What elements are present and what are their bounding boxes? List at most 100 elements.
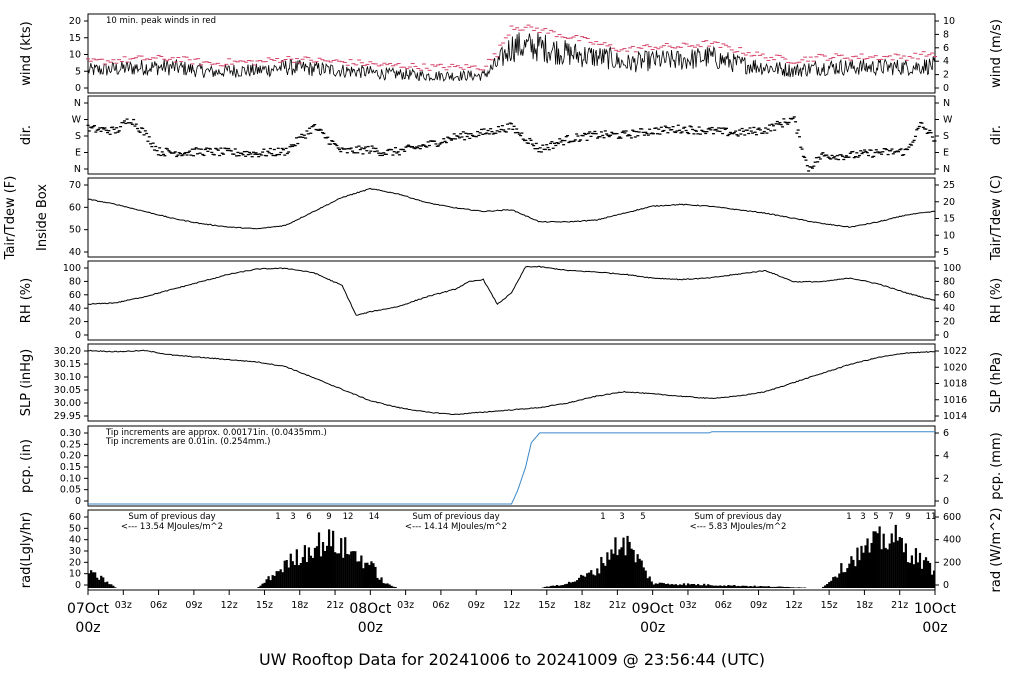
radiation-bar [642, 567, 645, 588]
radiation-bar [271, 575, 274, 588]
radiation-bar [836, 577, 839, 588]
left-tick-label: 10 [69, 50, 81, 61]
radiation-bar [261, 583, 264, 588]
right-tick-label: N [943, 164, 950, 175]
radiation-bar [88, 573, 91, 588]
right-tick-label: 0 [943, 496, 949, 507]
radiation-bar [824, 585, 827, 588]
radiation-bar [299, 563, 302, 588]
radiation-bar [104, 582, 107, 588]
radiation-bar [106, 581, 109, 588]
radiation-bar [612, 553, 615, 588]
right-tick-label: 200 [943, 557, 961, 568]
radiation-bar [838, 573, 841, 588]
radiation-bar [586, 573, 589, 588]
right-axis-label: rad (W/m^2) [989, 508, 1004, 593]
x-tick-label: 15z [538, 600, 555, 611]
left-tick-label: 20 [69, 16, 81, 27]
radiation-bar [610, 549, 613, 588]
left-tick-label: 5 [75, 66, 81, 77]
x-tick-label: 21z [327, 600, 344, 611]
radiation-bar [682, 583, 686, 588]
radiation-bar [628, 541, 631, 588]
day-time-label: 00z [358, 620, 383, 636]
series-slp [87, 349, 936, 416]
daylight-hour-label: 9 [326, 512, 331, 522]
radiation-bar [370, 561, 373, 588]
radiation-bar [321, 542, 325, 588]
radiation-bar [632, 549, 635, 588]
radiation-bar [652, 584, 655, 588]
radiation-bar [374, 566, 377, 588]
radiation-bar [886, 549, 889, 588]
radiation-bar [844, 572, 847, 588]
radiation-bar [344, 537, 347, 588]
radiation-bar [551, 585, 555, 588]
radiation-bar [688, 584, 692, 588]
left-axis-label: wind (kts) [19, 21, 34, 85]
radiation-bar [721, 586, 724, 588]
radiation-bar [592, 574, 595, 588]
radiation-bar [854, 566, 857, 588]
radiation-bar [872, 531, 875, 588]
left-tick-label: 0 [75, 83, 81, 94]
daylight-hour-label: 3 [290, 512, 295, 522]
radiation-bar [319, 556, 323, 588]
daylight-hour-label: 9 [905, 512, 910, 522]
radiation-bar [275, 571, 278, 588]
radiation-bar [297, 565, 300, 588]
radiation-bar [852, 559, 855, 588]
right-tick-label: 25 [943, 180, 955, 191]
radiation-bar [930, 574, 934, 588]
panel-frame [87, 177, 936, 258]
radiation-bar [910, 555, 914, 588]
radiation-bar [346, 554, 349, 588]
radiation-bar [719, 585, 722, 588]
radiation-bar [729, 585, 732, 588]
radiation-bar [594, 575, 597, 588]
radiation-bar [354, 551, 357, 588]
left-tick-label: 29.95 [54, 411, 81, 422]
radiation-bar [289, 553, 292, 588]
panel-frame [87, 343, 936, 422]
day-summary-heading: Sum of previous day [412, 512, 499, 522]
x-tick-label: 18z [856, 600, 873, 611]
radiation-bar [767, 586, 770, 588]
radiation-bar [900, 538, 903, 588]
radiation-bar [277, 571, 280, 588]
radiation-bar [904, 543, 907, 588]
radiation-bar [703, 583, 706, 588]
radiation-bar [334, 552, 337, 588]
wind-line [87, 32, 936, 82]
footer-title: UW Rooftop Data for 20241006 to 20241009… [259, 650, 765, 669]
series-line [87, 187, 936, 230]
x-tick-label: 15z [821, 600, 838, 611]
radiation-bar [892, 542, 895, 588]
radiation-bar [303, 545, 306, 588]
radiation-bar [797, 587, 801, 588]
radiation-bar [336, 553, 339, 588]
radiation-bar [273, 575, 276, 588]
radiation-bar [890, 533, 893, 588]
left-axis-label: Inside Box [35, 184, 50, 251]
radiation-bar [307, 547, 311, 588]
radiation-bar [860, 545, 863, 588]
right-tick-label: 0 [943, 330, 949, 341]
right-tick-label: 5 [943, 247, 949, 258]
radiation-bar [795, 587, 799, 588]
left-tick-label: 0.30 [60, 428, 81, 439]
panel-frame [87, 260, 936, 341]
radiation-bar [876, 533, 879, 588]
right-tick-label: 0 [943, 83, 949, 94]
radiation-bar [779, 586, 782, 588]
radiation-bar [695, 585, 698, 588]
radiation-bar [576, 580, 579, 588]
radiation-bar [259, 585, 262, 588]
right-axis-label: RH (%) [989, 278, 1004, 323]
radiation-bar [565, 583, 569, 588]
radiation-bar [658, 582, 661, 588]
radiation-bar [874, 531, 877, 588]
radiation-bar [902, 552, 905, 588]
radiation-bar [775, 586, 778, 588]
